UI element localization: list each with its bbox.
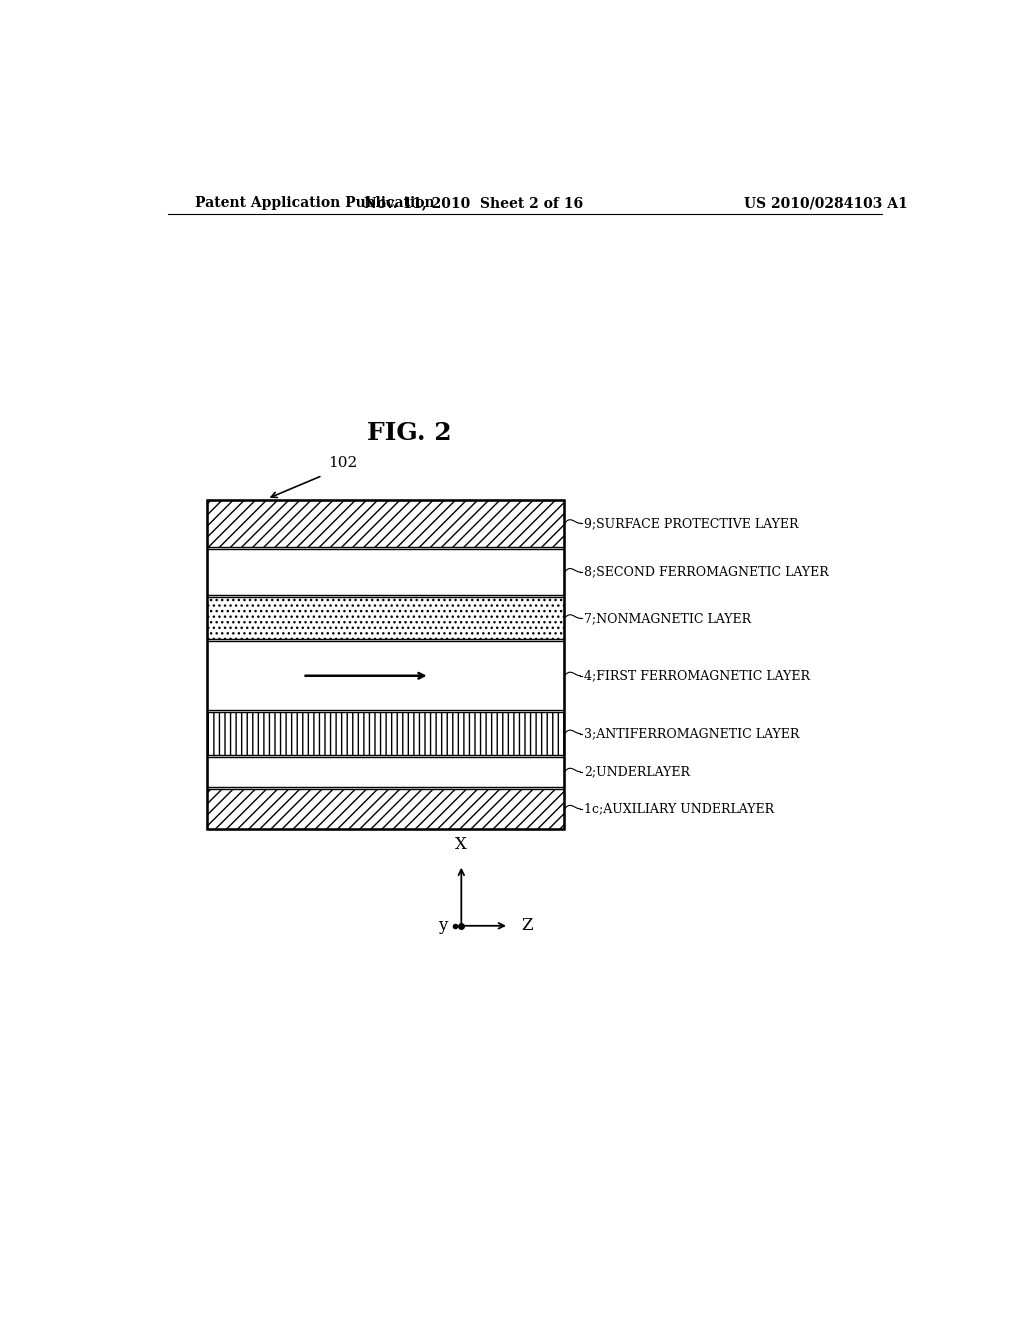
Bar bbox=[207, 598, 564, 639]
Text: 3;ANTIFERROMAGNETIC LAYER: 3;ANTIFERROMAGNETIC LAYER bbox=[585, 727, 800, 741]
Text: 7;NONMAGNETIC LAYER: 7;NONMAGNETIC LAYER bbox=[585, 612, 752, 624]
Text: 8;SECOND FERROMAGNETIC LAYER: 8;SECOND FERROMAGNETIC LAYER bbox=[585, 565, 829, 578]
Bar bbox=[207, 500, 564, 829]
Text: US 2010/0284103 A1: US 2010/0284103 A1 bbox=[744, 197, 908, 210]
Bar bbox=[207, 500, 564, 546]
Text: Nov. 11, 2010  Sheet 2 of 16: Nov. 11, 2010 Sheet 2 of 16 bbox=[364, 197, 583, 210]
Text: Z: Z bbox=[521, 917, 532, 935]
Text: 2;UNDERLAYER: 2;UNDERLAYER bbox=[585, 766, 690, 779]
Text: 102: 102 bbox=[328, 457, 357, 470]
Bar bbox=[207, 758, 564, 787]
Bar bbox=[207, 642, 564, 710]
Text: FIG. 2: FIG. 2 bbox=[368, 421, 452, 445]
Text: X: X bbox=[456, 836, 467, 853]
Text: Patent Application Publication: Patent Application Publication bbox=[196, 197, 435, 210]
Text: 1c;AUXILIARY UNDERLAYER: 1c;AUXILIARY UNDERLAYER bbox=[585, 803, 774, 816]
Bar bbox=[207, 788, 564, 829]
Text: 4;FIRST FERROMAGNETIC LAYER: 4;FIRST FERROMAGNETIC LAYER bbox=[585, 669, 810, 682]
Text: 9;SURFACE PROTECTIVE LAYER: 9;SURFACE PROTECTIVE LAYER bbox=[585, 517, 799, 529]
Bar bbox=[207, 713, 564, 755]
Bar bbox=[207, 549, 564, 595]
Text: y: y bbox=[437, 917, 447, 935]
